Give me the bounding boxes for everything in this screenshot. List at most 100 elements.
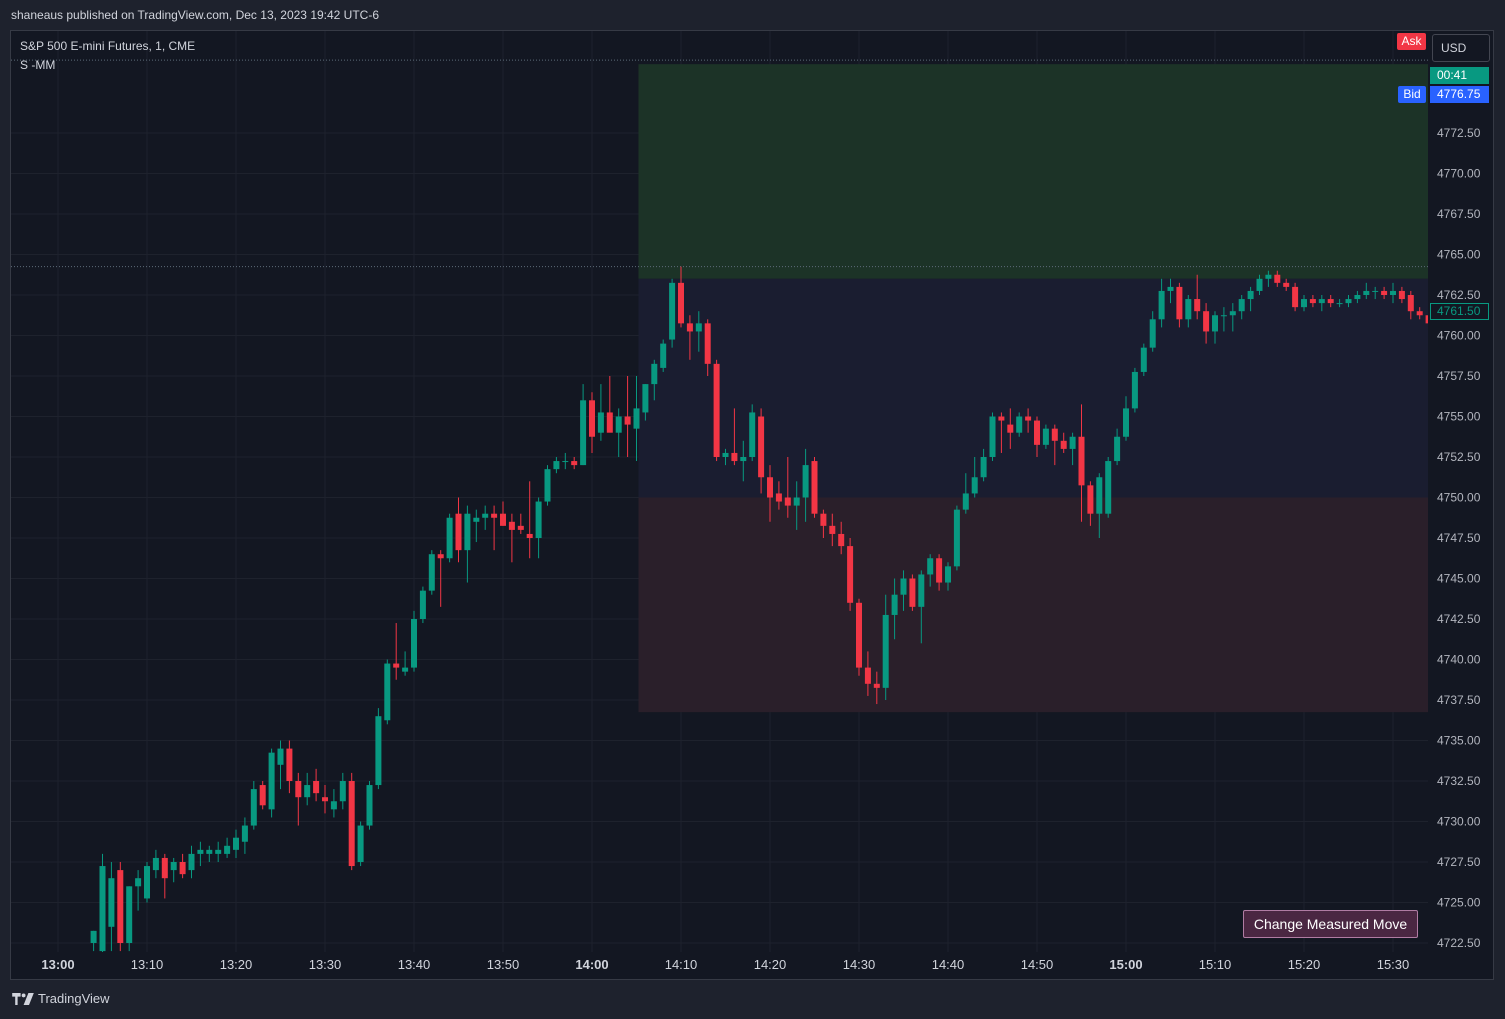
y-axis-tick-label: 4722.50 xyxy=(1437,936,1481,950)
candle-body xyxy=(1283,282,1290,287)
candle-body xyxy=(152,857,159,871)
candle-body xyxy=(1087,485,1094,514)
candle-body xyxy=(1176,286,1183,320)
candle-body xyxy=(1096,477,1103,514)
y-axis-tick-label: 4732.50 xyxy=(1437,774,1481,788)
candle-body xyxy=(1123,408,1129,437)
candle-body xyxy=(188,853,195,871)
candle-body xyxy=(678,282,684,324)
candle-body xyxy=(500,513,506,526)
candle-body xyxy=(1247,290,1254,300)
y-axis-tick-label: 4737.50 xyxy=(1437,693,1481,707)
candle-body xyxy=(90,930,97,943)
ask-badge: Ask xyxy=(1397,33,1426,50)
candle-body xyxy=(704,323,711,364)
candle-body xyxy=(455,513,462,551)
candle-body xyxy=(1203,311,1210,332)
candle-body xyxy=(161,857,168,879)
candle-body xyxy=(900,578,907,595)
candle-body xyxy=(1301,299,1307,308)
candle-body xyxy=(606,412,613,433)
candle-body xyxy=(669,282,676,340)
candle-body xyxy=(1158,290,1165,320)
candle-body xyxy=(864,667,871,684)
candle-body xyxy=(366,785,373,826)
candle-body xyxy=(1318,299,1325,304)
candle-body xyxy=(1114,436,1121,462)
candle-body xyxy=(856,602,862,668)
y-axis-tick-label: 4750.00 xyxy=(1437,491,1481,505)
candle-body xyxy=(793,497,800,506)
candle-body xyxy=(233,837,239,850)
x-axis-tick-label: 13:10 xyxy=(131,957,164,972)
candle-body xyxy=(135,878,142,887)
candle-body xyxy=(339,781,346,802)
candle-body xyxy=(749,412,756,457)
candle-body xyxy=(1016,416,1023,433)
candle-body xyxy=(597,412,604,433)
candle-body xyxy=(1185,299,1192,320)
candle-body xyxy=(330,801,337,810)
candle-body xyxy=(589,400,595,437)
x-axis-tick-label: 15:20 xyxy=(1288,957,1321,972)
candle-body xyxy=(571,461,578,466)
candle-body xyxy=(1078,436,1085,486)
candle-body xyxy=(740,457,747,462)
candle-body xyxy=(909,578,916,607)
candle-body xyxy=(1060,440,1067,449)
tradingview-footer[interactable]: TradingView xyxy=(12,991,110,1006)
footer-brand: TradingView xyxy=(38,991,110,1006)
candle-body xyxy=(313,781,320,794)
candle-body xyxy=(295,781,302,798)
candle-body xyxy=(686,323,693,332)
candle-body xyxy=(215,849,222,854)
candle-body xyxy=(775,493,782,502)
change-measured-move-button[interactable]: Change Measured Move xyxy=(1243,910,1418,938)
candle-body xyxy=(642,384,649,413)
candle-body xyxy=(989,416,996,457)
candle-body xyxy=(927,558,934,575)
candle-body xyxy=(535,501,542,538)
candle-body xyxy=(784,497,791,506)
candle-body xyxy=(624,416,631,425)
candle-body xyxy=(99,866,106,952)
candle-body xyxy=(437,554,444,559)
candle-body xyxy=(286,748,293,781)
candle-body xyxy=(375,716,382,786)
candle-body xyxy=(473,517,480,522)
candle-body xyxy=(891,594,898,615)
candle-body xyxy=(1416,311,1423,316)
candle-body xyxy=(197,849,204,854)
candle-body xyxy=(758,416,765,478)
bar-countdown: 00:41 xyxy=(1430,67,1489,84)
x-axis-tick-label: 14:00 xyxy=(575,957,608,972)
currency-button[interactable]: USD xyxy=(1432,34,1490,62)
candle-body xyxy=(206,849,213,854)
target-zone xyxy=(638,64,1428,279)
candle-body xyxy=(1238,299,1245,312)
candle-body xyxy=(847,546,854,603)
candle-body xyxy=(446,517,453,559)
candle-body xyxy=(945,566,951,583)
candle-body xyxy=(767,477,773,498)
x-axis-tick-label: 13:00 xyxy=(41,957,74,972)
indicator-label[interactable]: S -MM xyxy=(20,58,56,72)
x-axis-tick-label: 14:50 xyxy=(1021,957,1054,972)
candle-body xyxy=(268,752,275,810)
candle-body xyxy=(1265,274,1272,279)
y-axis-tick-label: 4755.00 xyxy=(1437,410,1481,424)
candle-body xyxy=(544,469,551,502)
x-axis-tick-label: 13:20 xyxy=(220,957,253,972)
candle-body xyxy=(873,683,880,688)
candles-group xyxy=(90,266,1428,952)
candle-body xyxy=(820,513,827,526)
candle-body xyxy=(224,845,231,854)
candle-body xyxy=(1220,315,1227,317)
candle-body xyxy=(918,574,925,607)
y-axis-tick-label: 4747.50 xyxy=(1437,531,1481,545)
candle-body xyxy=(322,797,328,802)
candle-body xyxy=(1212,315,1218,332)
candle-body xyxy=(562,461,569,463)
y-axis-tick-label: 4757.50 xyxy=(1437,369,1481,383)
